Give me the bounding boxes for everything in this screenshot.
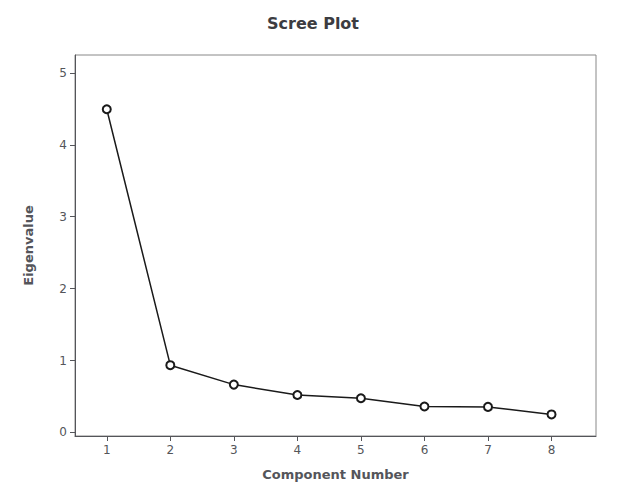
svg-text:Scree Plot: Scree Plot (267, 14, 359, 33)
svg-text:5: 5 (59, 66, 67, 80)
svg-text:2: 2 (59, 282, 67, 296)
svg-text:1: 1 (103, 443, 111, 457)
svg-text:7: 7 (484, 443, 492, 457)
svg-text:4: 4 (294, 443, 302, 457)
svg-text:3: 3 (230, 443, 238, 457)
svg-text:Eigenvalue: Eigenvalue (21, 205, 36, 286)
svg-text:4: 4 (59, 138, 67, 152)
svg-text:0: 0 (59, 425, 67, 439)
svg-text:6: 6 (421, 443, 429, 457)
svg-text:8: 8 (548, 443, 556, 457)
svg-text:3: 3 (59, 210, 67, 224)
svg-text:2: 2 (166, 443, 174, 457)
svg-text:1: 1 (59, 354, 67, 368)
svg-text:5: 5 (357, 443, 365, 457)
svg-text:Component Number: Component Number (262, 467, 409, 482)
